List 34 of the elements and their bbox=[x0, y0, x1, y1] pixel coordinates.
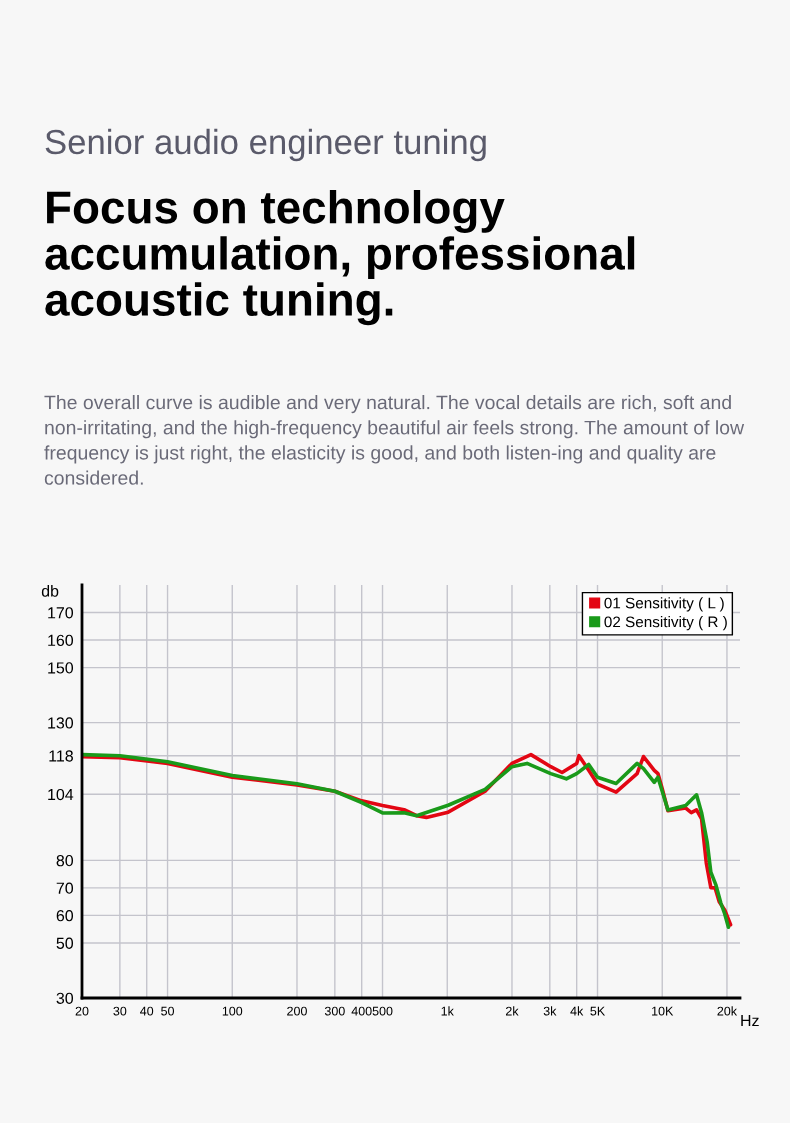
y-tick-label: 70 bbox=[56, 882, 74, 894]
x-tick-label: 200 bbox=[287, 1006, 307, 1016]
x-axis-title: Hz bbox=[741, 1015, 759, 1027]
x-tick-label: 100 bbox=[222, 1006, 243, 1016]
y-tick-label: 30 bbox=[56, 992, 74, 1004]
y-tick-label: 118 bbox=[49, 750, 73, 762]
x-tick-label: 20k bbox=[717, 1006, 738, 1016]
x-tick-label: 1k bbox=[441, 1006, 454, 1016]
x-tick-label: 4k bbox=[570, 1006, 584, 1016]
x-tick-label: 2k bbox=[506, 1006, 519, 1016]
chart-title: Focus on technology accumulation, professional acoustic tuning. bbox=[45, 190, 635, 326]
y-tick-label: 160 bbox=[48, 634, 74, 647]
y-tick-label: 170 bbox=[48, 607, 74, 619]
y-tick-label: 80 bbox=[56, 854, 74, 867]
x-tick-label: 3k bbox=[543, 1006, 557, 1016]
x-tick-label: 50 bbox=[161, 1006, 175, 1016]
y-tick-label: 150 bbox=[48, 662, 74, 674]
text: The overall curve is audible and very natural. The vocal details are rich, soft and non-irritating, and the high-frequency beautiful air feels strong. The amount of low frequency is just right, the elasticity is good, and both listen-ing and quality are considered. bbox=[44, 395, 745, 485]
y-tick-label: 50 bbox=[56, 937, 74, 949]
y-tick-label: 60 bbox=[56, 910, 74, 922]
x-tick-label: 300 bbox=[324, 1006, 345, 1016]
x-tick-label: 20 bbox=[75, 1006, 89, 1016]
x-tick-label: 30 bbox=[113, 1006, 127, 1016]
legend-label: 02 Sensitivity ( R ) bbox=[604, 616, 727, 631]
chart-subtitle: Senior audio engineer tuning bbox=[45, 128, 486, 162]
legend-label: 01 Sensitivity ( L ) bbox=[604, 597, 724, 612]
x-tick-label: 5K bbox=[590, 1006, 606, 1016]
x-tick-label: 400 bbox=[351, 1006, 372, 1016]
x-tick-label: 10K bbox=[652, 1006, 674, 1016]
x-tick-label: 500 bbox=[372, 1006, 393, 1016]
y-axis-title: db bbox=[41, 585, 59, 597]
y-tick-label: 104 bbox=[48, 788, 74, 801]
x-tick-label: 40 bbox=[140, 1006, 154, 1016]
y-tick-label: 130 bbox=[48, 717, 74, 729]
